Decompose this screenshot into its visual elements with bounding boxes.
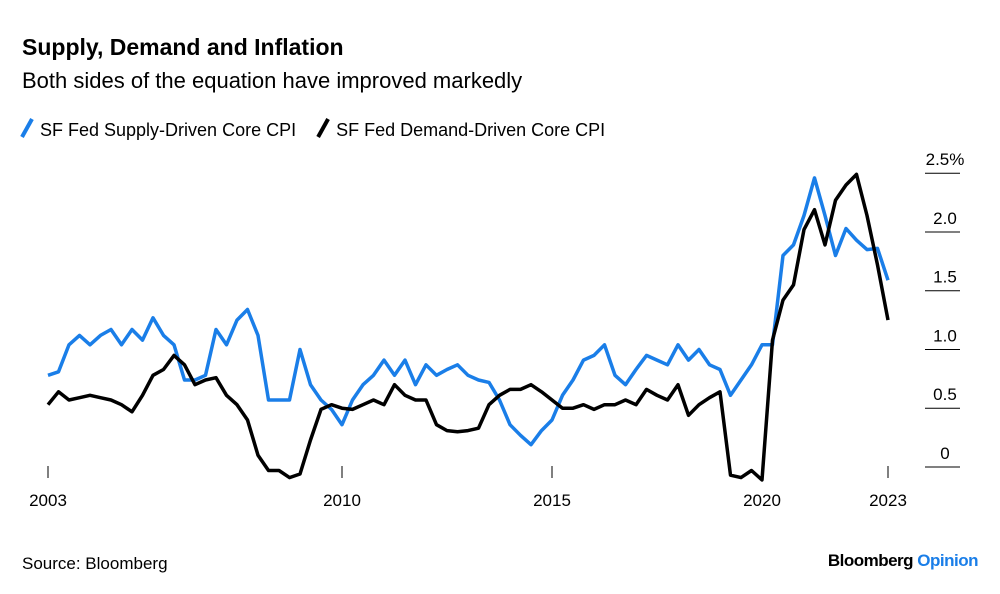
chart-title: Supply, Demand and Inflation <box>22 34 344 60</box>
y-tick-label: 0 <box>940 444 949 463</box>
legend-swatch <box>316 118 330 138</box>
logo: Bloomberg Opinion <box>828 551 978 570</box>
chart-subtitle: Both sides of the equation have improved… <box>22 68 522 93</box>
legend-swatch <box>20 118 34 138</box>
legend-label: SF Fed Demand-Driven Core CPI <box>336 120 605 140</box>
x-tick-label: 2015 <box>533 491 571 510</box>
x-tick-label: 2003 <box>29 491 67 510</box>
y-tick-label: 1.0 <box>933 326 957 345</box>
series-line <box>47 176 890 447</box>
logo-brand: Bloomberg <box>828 551 913 570</box>
y-tick-label: 1.5 <box>933 268 957 287</box>
legend-label: SF Fed Supply-Driven Core CPI <box>40 120 296 140</box>
logo-suffix: Opinion <box>917 551 978 570</box>
x-tick-label: 2023 <box>869 491 907 510</box>
series-line <box>46 172 890 482</box>
y-tick-label: 2.0 <box>933 209 957 228</box>
x-tick-label: 2010 <box>323 491 361 510</box>
x-tick-label: 2020 <box>743 491 781 510</box>
source: Source: Bloomberg <box>22 554 168 573</box>
y-tick-label: 0.5 <box>933 385 957 404</box>
y-tick-label: 2.5% <box>926 150 965 169</box>
